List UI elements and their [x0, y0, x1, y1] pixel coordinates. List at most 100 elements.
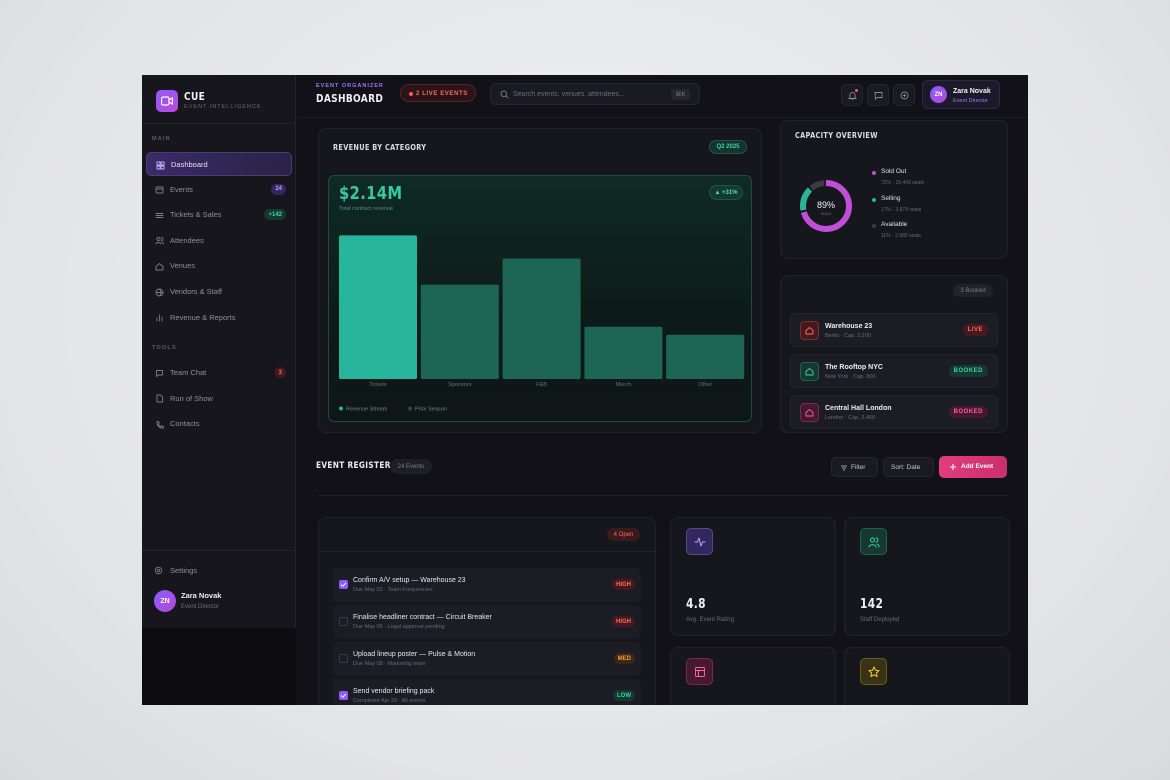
- settings-label: Settings: [170, 566, 198, 575]
- logo-mark: [156, 90, 178, 112]
- task-checkbox[interactable]: [339, 654, 348, 663]
- user-role: Event Director: [181, 604, 220, 610]
- icon-part: [841, 465, 847, 471]
- open-pill: 4 Open: [607, 528, 640, 541]
- section-title: EVENT REGISTER: [316, 461, 391, 471]
- task-checkbox[interactable]: [339, 580, 348, 589]
- booked-pill: 3 Booked: [953, 284, 993, 297]
- icon: [868, 537, 880, 548]
- venue-row[interactable]: The Rooftop NYC New York · Cap. 800 BOOKED: [790, 354, 998, 388]
- icon: [805, 327, 814, 335]
- task-checkbox[interactable]: [339, 691, 348, 700]
- venue-icon: [800, 362, 819, 381]
- task-priority: HIGH: [612, 579, 635, 590]
- filter-button[interactable]: Filter: [831, 457, 878, 477]
- card-title: CAPACITY OVERVIEW: [795, 131, 878, 140]
- x-tick-label: Merch: [616, 382, 631, 388]
- icon-part: [156, 237, 161, 242]
- user-avatar: ZN: [930, 86, 947, 103]
- nav-item[interactable]: Tickets & Sales +142: [146, 203, 292, 227]
- legend-value: 11% · 2,580 seats: [881, 233, 921, 239]
- venue-name: Warehouse 23: [825, 323, 873, 330]
- icon-part: [156, 420, 164, 429]
- icon-part: [155, 288, 164, 296]
- bar: [339, 235, 417, 379]
- venue-location: Berlin · Cap. 3,200: [825, 333, 871, 339]
- icon-part: [155, 237, 164, 245]
- legend-value: 17% · 3,979 seats: [881, 206, 922, 213]
- icon-part: [870, 537, 875, 543]
- nav-item[interactable]: Dashboard: [146, 152, 292, 176]
- divider: [142, 550, 296, 551]
- legend-swatch: [339, 406, 343, 411]
- stat-label: Staff Deployed: [860, 617, 900, 623]
- icon-part: [160, 165, 165, 169]
- task-row: Send vendor briefing pack Completed Apr 2…: [333, 679, 641, 705]
- icon: [805, 409, 814, 417]
- icon: [156, 369, 163, 377]
- task-title: Upload lineup poster — Pulse & Motion: [353, 651, 476, 658]
- task-checkbox[interactable]: [339, 617, 348, 626]
- icon: [868, 666, 880, 677]
- nav-item[interactable]: Vendors & Staff: [146, 280, 292, 304]
- nav-item[interactable]: Attendees: [146, 229, 292, 253]
- icon: [340, 582, 347, 588]
- header-icon-button[interactable]: [893, 84, 915, 106]
- task-title: Confirm A/V setup — Warehouse 23: [353, 577, 466, 584]
- sort-button[interactable]: Sort: Date: [883, 457, 934, 477]
- donut-chart: 89% SOLD: [800, 180, 852, 232]
- icon: [156, 420, 164, 429]
- search-box[interactable]: Search events, venues, attendees... ⌘K: [490, 83, 700, 105]
- icon-part: [868, 666, 880, 677]
- settings-link[interactable]: Settings: [146, 563, 292, 579]
- nav-item[interactable]: Events 24: [146, 178, 292, 202]
- nav-badge: 24: [271, 183, 286, 195]
- legend-swatch: [872, 224, 876, 228]
- header-user[interactable]: ZN Zara Novak Event Director: [922, 80, 1000, 109]
- add-event-button[interactable]: Add Event: [939, 456, 1007, 478]
- legend-swatch: [872, 171, 876, 175]
- task-row: Confirm A/V setup — Warehouse 23 Due May …: [333, 568, 641, 602]
- bar: [666, 334, 745, 379]
- nav-item[interactable]: Revenue & Reports: [146, 306, 292, 330]
- bar: [420, 284, 499, 379]
- stat-card: 4.8 Avg. Event Rating: [670, 517, 836, 636]
- icon: [848, 92, 857, 100]
- icon: [694, 537, 706, 547]
- app-window: CUE EVENT INTELLIGENCE MAIN Dashboard Events…: [142, 75, 1028, 705]
- donut-segment: [800, 180, 852, 232]
- icon: [841, 465, 847, 471]
- x-tick-label: F&B: [536, 382, 547, 388]
- nav-item[interactable]: Venues: [146, 254, 292, 278]
- icon-part: [156, 314, 163, 322]
- icon-part: [160, 161, 165, 165]
- brand-tagline: EVENT INTELLIGENCE: [184, 104, 262, 110]
- icon-part: [900, 91, 909, 100]
- nav-item[interactable]: Run of Show: [146, 387, 292, 411]
- task-row: Finalise headliner contract — Circuit Br…: [333, 605, 641, 639]
- icon: [156, 161, 165, 169]
- live-dot: [409, 92, 413, 96]
- header-icon-button[interactable]: [867, 84, 889, 106]
- add-event-label: Add Event: [961, 463, 994, 470]
- bar-chart: Tickets Sponsors F&B Merch Other Revenue Stre…: [339, 235, 745, 413]
- nav-item[interactable]: Contacts: [146, 412, 292, 436]
- nav-item[interactable]: Team Chat 3: [146, 361, 292, 385]
- icon-part: [950, 464, 956, 470]
- notification-dot: [855, 89, 858, 92]
- venue-location: New York · Cap. 800: [825, 374, 876, 380]
- legend-label: Prior Season: [415, 407, 447, 413]
- header-icon-button[interactable]: [841, 84, 863, 106]
- venue-row[interactable]: Warehouse 23 Berlin · Cap. 3,200 LIVE: [790, 313, 998, 347]
- icon-part: [868, 537, 880, 548]
- venue-row[interactable]: Central Hall London London · Cap. 2,400 BO…: [790, 395, 998, 429]
- revenue-total: $2.14M: [339, 183, 403, 204]
- icon: [340, 693, 347, 699]
- venue-name: Central Hall London: [825, 405, 892, 412]
- live-pill[interactable]: 2 LIVE EVENTS: [400, 84, 476, 102]
- tasks-card: 4 Open Confirm A/V setup — Warehouse 23 Du…: [318, 517, 657, 705]
- header-eyebrow: EVENT ORGANIZER: [316, 83, 384, 89]
- header-border: [297, 117, 1028, 118]
- filter-label: Filter: [851, 464, 866, 471]
